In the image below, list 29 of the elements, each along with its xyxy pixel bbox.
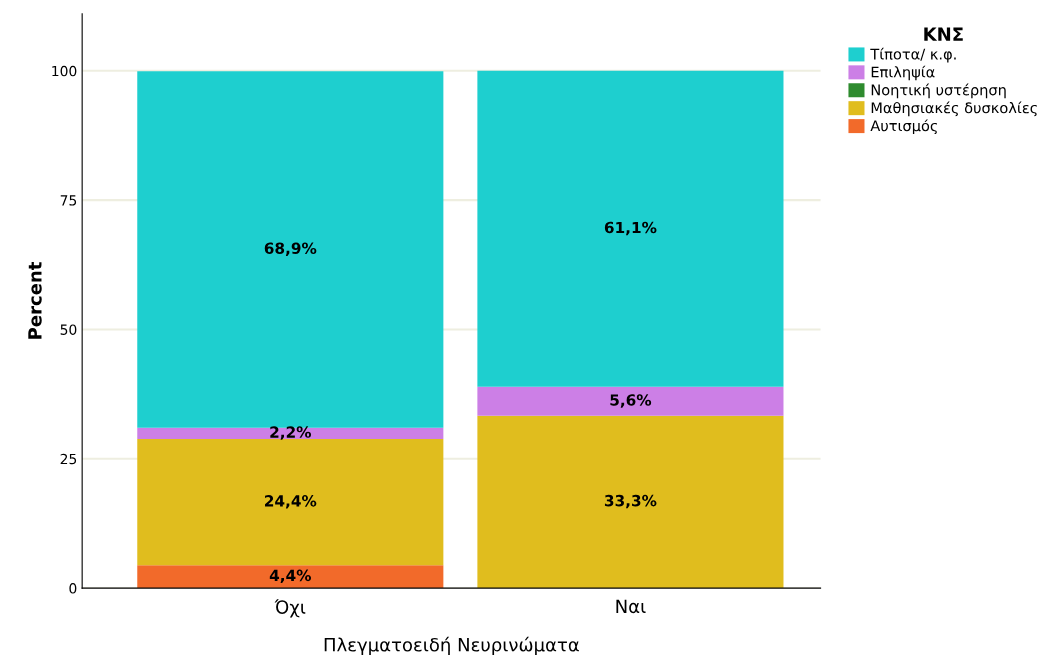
x-tick-label: Όχι [274,599,306,618]
legend-label: Αυτισμός [870,119,938,135]
data-label: 33,3% [604,494,657,509]
bar [137,439,444,566]
y-tick-label: 50 [60,324,77,335]
data-label: 2,2% [270,426,312,440]
bar [477,70,784,387]
bar [137,71,444,428]
bar [137,565,444,589]
data-label: 68,9% [264,242,317,256]
legend-label: Επιληψία [871,65,935,81]
bar [137,427,444,440]
data-label: 24,4% [265,495,317,509]
x-axis-title: Πλεγματοειδή Νευρινώματα [324,636,579,656]
legend-label: Τίποτα/ κ.φ. [870,47,956,63]
y-tick-label: 75 [60,195,77,206]
data-label: 61,1% [604,221,657,236]
y-tick-label: 25 [60,453,77,465]
y-axis-title: Percent [28,262,42,339]
bar [477,386,784,416]
x-tick-label: Ναι [616,599,646,614]
data-label: 4,4% [269,569,312,584]
legend-label: Μαθησιακές δυσκολίες [871,101,1037,117]
y-tick-label: 100 [52,65,77,77]
y-tick-label: 0 [69,583,77,594]
bar [477,415,784,589]
legend-label: Νοητική υστέρηση [871,83,1006,99]
data-label: 5,6% [610,394,652,408]
legend-title: ΚΝΣ [924,27,963,41]
